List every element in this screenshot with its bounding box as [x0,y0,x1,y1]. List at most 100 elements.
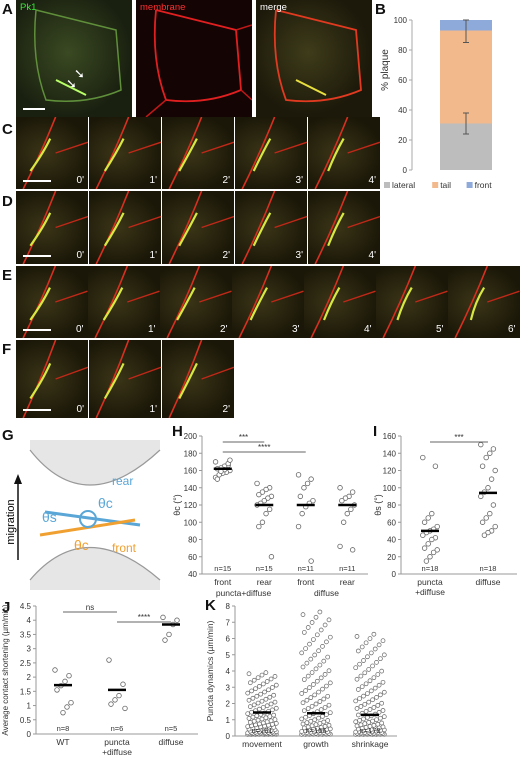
data-point [485,485,491,491]
data-point [300,700,306,706]
y-tick-label: 2.5 [20,659,32,668]
timelapse-frame-c: 4' [308,117,380,189]
data-point [371,705,377,710]
data-point [314,632,320,638]
category-label: movement [242,739,282,749]
category-label: front [297,577,315,587]
y-tick-label: 160 [184,467,198,476]
chart-b-legend-tail: tail [440,180,451,190]
data-point [485,529,491,536]
data-point [66,672,72,679]
data-point [212,459,219,465]
front-label: front [112,541,137,555]
data-point [303,688,308,693]
data-point [429,536,435,543]
chart-h: 40 60 80 100 120 140 160 180 200 θc (°) n=15 n=15 n=… [172,432,368,598]
data-point [362,701,368,707]
data-point [321,696,327,702]
data-point [311,637,316,642]
y-tick-label: 60 [188,553,197,562]
data-point [374,660,379,665]
arrow-icon: ➘ [74,66,85,81]
data-point [260,681,266,687]
data-point [305,706,311,711]
data-point [308,656,314,662]
data-point [247,704,253,709]
data-point [316,715,321,721]
data-point [308,695,314,701]
data-point [358,704,364,709]
data-point [309,620,315,625]
data-point [367,678,373,684]
timelapse-frame-f: 2' [162,340,234,418]
y-tick-label: 100 [383,484,397,493]
data-point [108,701,114,707]
data-point [318,675,324,681]
data-point [300,612,306,617]
data-point [321,658,327,664]
timelapse-frame-f: 0' [16,340,88,418]
data-point [359,684,365,690]
chart-b-legend-front: front [475,180,493,190]
migration-label: migration [5,499,17,544]
data-point [326,722,332,728]
timelapse-frame-d: 0' [16,191,88,264]
data-point [322,671,328,677]
data-point [247,720,253,725]
data-point [487,510,493,517]
data-point [325,718,331,723]
data-point [324,639,329,645]
data-point [376,682,382,688]
n-label: n=8 [57,724,70,733]
data-point [353,665,359,671]
data-point [420,532,426,538]
data-point [166,631,172,638]
y-tick-label: 0 [27,730,32,739]
data-point [300,721,306,727]
data-point [483,515,489,521]
data-point [301,677,307,682]
timepoint-label: 3' [295,250,303,261]
data-point [255,675,261,681]
data-point [270,685,275,690]
y-tick-label: 2 [226,700,231,709]
data-point [62,678,68,685]
data-point [365,691,370,696]
timelapse-frame-e: 4' [304,266,376,338]
timepoint-label: 3' [295,175,303,186]
chart-b-bar-tail [440,30,492,124]
y-tick-label: 40 [188,570,197,579]
data-point [357,661,362,667]
scale-bar [23,255,51,257]
data-point [478,493,484,500]
data-point [492,467,498,474]
data-point [357,696,362,701]
y-tick-label: 140 [383,449,397,458]
data-point [313,701,319,707]
chart-b-y-tick-label: 20 [398,136,407,145]
data-point [340,519,347,525]
significance-label: *** [454,433,463,442]
data-point [379,700,385,706]
group-label: diffuse [314,588,339,598]
data-point [301,630,307,635]
data-point [174,617,180,623]
data-point [354,706,360,711]
data-point [60,709,66,716]
n-label: n=15 [256,564,273,573]
timelapse-frame-d: 2' [162,191,234,264]
panel-label-c: C [2,121,13,138]
timepoint-label: 4' [368,175,376,186]
data-point [268,718,274,724]
y-tick-label: 2 [27,673,32,682]
data-point [487,450,493,456]
data-point [358,673,364,679]
data-point [316,689,321,695]
y-tick-label: 100 [184,518,198,527]
panel-label-e: E [2,267,13,284]
data-point [359,644,365,650]
y-tick-label: 180 [184,449,198,458]
data-point [375,703,381,708]
chart-b-legend-swatch [432,182,439,188]
data-point [434,547,440,553]
